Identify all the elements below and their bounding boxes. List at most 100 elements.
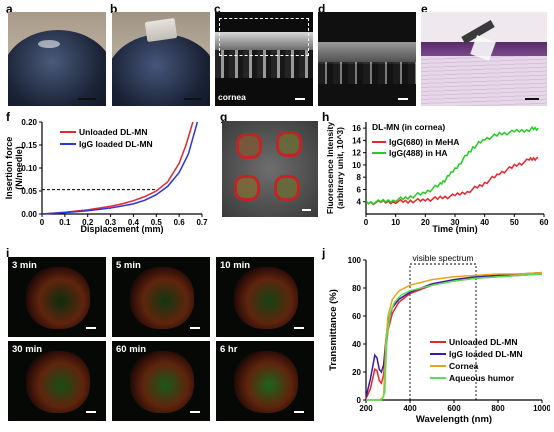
cornea-microscopy-d <box>318 12 416 106</box>
legend-label: Unloaded DL-MN <box>449 337 517 347</box>
time-label: 30 min <box>12 344 43 355</box>
panel-a-label: a <box>6 2 13 16</box>
time-label: 3 min <box>12 260 37 271</box>
scale-bar <box>190 411 200 413</box>
x-tick-label: 1000 <box>533 404 550 413</box>
x-tick-label: 60 <box>540 218 549 227</box>
x-tick-label: 0.2 <box>82 218 94 227</box>
x-tick-label: 10 <box>391 218 400 227</box>
x-tick-label: 0 <box>40 218 45 227</box>
y-tick-label: 20 <box>352 368 361 377</box>
scale-bar <box>294 327 304 329</box>
time-lapse-cell: 10 min <box>216 257 314 337</box>
y-tick-label: 10 <box>352 161 361 170</box>
time-lapse-cell: 3 min <box>8 257 106 337</box>
chart-title: DL-MN (in cornea) <box>372 122 445 132</box>
y-tick-label: 14 <box>352 136 361 145</box>
y-tick-label: 6 <box>357 185 362 194</box>
x-tick-label: 50 <box>510 218 519 227</box>
y-tick-label: 0.15 <box>21 141 37 150</box>
scale-bar <box>86 327 96 329</box>
series-line <box>366 271 543 401</box>
y-axis-label: Transmittance (%) <box>328 289 339 371</box>
annotation-label: visible spectrum <box>413 253 474 263</box>
visible-spectrum-box <box>409 263 477 401</box>
y-tick-label: 4 <box>357 198 362 207</box>
y-tick-label: 12 <box>352 149 361 158</box>
y-tick-label: 0 <box>357 396 362 405</box>
series-line <box>365 156 539 206</box>
y-axis-label: Insertion force(N/needle) <box>4 137 24 200</box>
eye-photo-b <box>112 12 210 106</box>
x-tick-label: 0.4 <box>128 218 140 227</box>
y-axis-label-line: Fluorescence Intensity <box>325 122 335 214</box>
x-axis-label: Wavelength (nm) <box>416 414 492 425</box>
y-tick-label: 0.05 <box>21 187 37 196</box>
legend-label: IgG loaded DL-MN <box>79 139 153 149</box>
y-axis-label-line: Insertion force <box>4 137 14 200</box>
time-label: 5 min <box>116 260 141 271</box>
y-axis-label-line: (arbitrary unit, 10^3) <box>335 127 345 209</box>
legend-label: Aqueous humor <box>449 373 515 383</box>
legend-label: IgG(680) in MeHA <box>389 137 459 147</box>
x-tick-label: 20 <box>421 218 430 227</box>
y-tick-label: 80 <box>352 284 361 293</box>
x-tick-label: 400 <box>403 404 417 413</box>
x-tick-label: 200 <box>359 404 373 413</box>
legend-label: IgG loaded DL-MN <box>449 349 523 359</box>
panel-e-label: e <box>421 2 428 16</box>
legend-label: IgG(488) in HA <box>389 148 448 158</box>
y-tick-label: 40 <box>352 340 361 349</box>
panel-i-label: i <box>6 246 10 260</box>
y-tick-label: 8 <box>357 173 362 182</box>
panel-c-label: c <box>214 2 221 16</box>
series-line <box>41 121 194 215</box>
x-tick-label: 30 <box>451 218 460 227</box>
x-tick-label: 0.3 <box>105 218 117 227</box>
y-axis-label: Fluorescence Intensity(arbitrary unit, 1… <box>325 122 345 214</box>
series-line <box>41 121 199 215</box>
panel-j-label: j <box>322 246 326 260</box>
y-tick-label: 60 <box>352 312 361 321</box>
scale-bar <box>294 411 304 413</box>
y-tick-label: 16 <box>352 124 361 133</box>
x-axis-label: Displacement (mm) <box>80 224 163 234</box>
x-tick-label: 0.1 <box>59 218 71 227</box>
time-label: 60 min <box>116 344 147 355</box>
panel-f-label: f <box>6 110 10 124</box>
cornea-caption: cornea <box>218 92 246 102</box>
series-line <box>365 125 539 206</box>
time-lapse-cell: 5 min <box>112 257 210 337</box>
legend-label: Cornea <box>449 361 479 371</box>
y-tick-label: 0.20 <box>21 118 37 127</box>
x-tick-label: 0.6 <box>174 218 186 227</box>
eye-photo-a <box>8 12 106 106</box>
y-tick-label: 0.00 <box>21 210 37 219</box>
scale-bar <box>190 327 200 329</box>
x-tick-label: 800 <box>491 404 505 413</box>
time-label: 10 min <box>220 260 251 271</box>
panel-d-label: d <box>318 2 326 16</box>
time-label: 6 hr <box>220 344 238 355</box>
legend-label: Unloaded DL-MN <box>79 127 147 137</box>
panel-g-label: g <box>220 110 228 124</box>
x-tick-label: 40 <box>480 218 489 227</box>
y-axis-label-line: (N/needle) <box>14 146 24 190</box>
chart-h: 0 10 20 30 40 50 60 4 6 8 10 12 14 16 DL-MN (in cornea… <box>325 122 549 234</box>
x-tick-label: 0 <box>364 218 369 227</box>
chart-j: 200 400 600 800 1000 0 20 40 60 80 100 visible spec… <box>328 253 550 425</box>
chart-f: 0 0.1 0.2 0.3 0.4 0.5 0.6 0.7 0.00 0.05 0.10 0.15 0.… <box>4 118 208 234</box>
histology-section-e <box>421 12 547 106</box>
y-tick-label: 100 <box>348 256 362 265</box>
x-tick-label: 0.7 <box>196 218 208 227</box>
fluorescence-image-g <box>222 121 318 217</box>
series-line <box>366 273 543 401</box>
x-axis-label: Time (min) <box>432 224 477 234</box>
time-lapse-cell: 6 hr <box>216 341 314 421</box>
scale-bar <box>86 411 96 413</box>
x-tick-label: 0.5 <box>151 218 163 227</box>
cornea-microscopy-c: cornea <box>215 12 313 106</box>
y-tick-label: 0.10 <box>21 164 37 173</box>
panel-b-label: b <box>110 2 118 16</box>
x-tick-label: 600 <box>447 404 461 413</box>
